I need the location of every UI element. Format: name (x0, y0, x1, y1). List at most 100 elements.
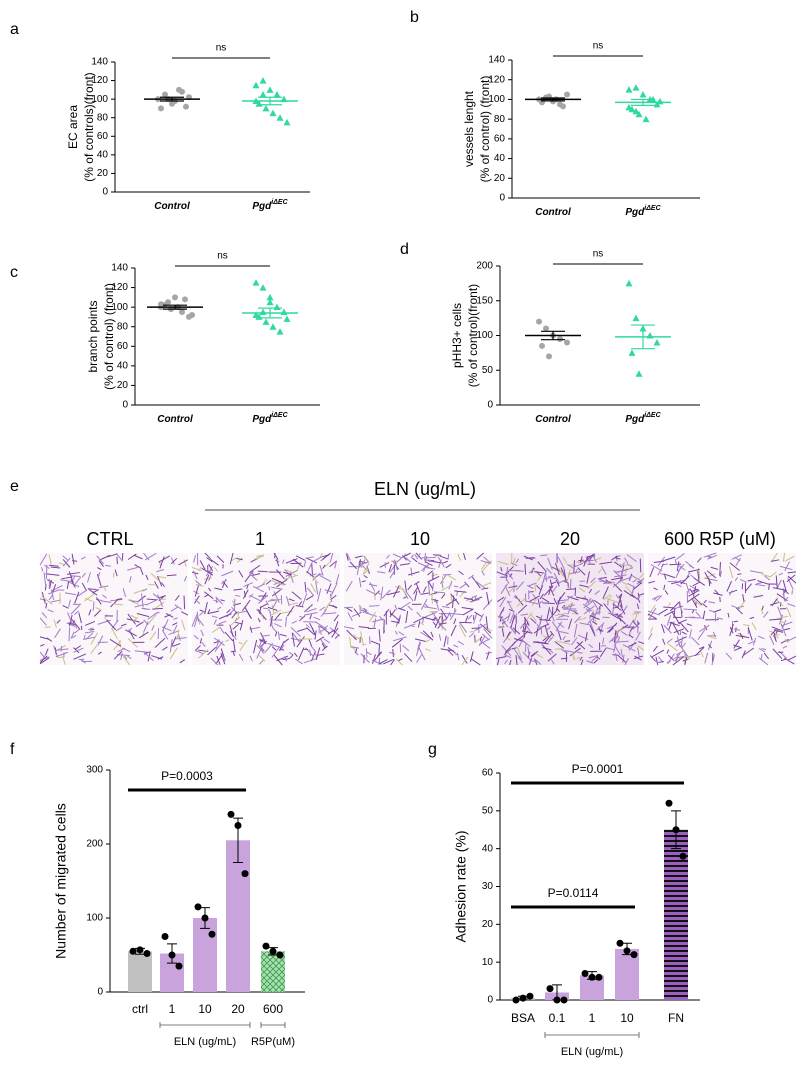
cell (608, 635, 616, 643)
cell (542, 602, 555, 605)
y-tick-label: 100 (476, 330, 493, 341)
cell (564, 650, 576, 653)
cell (97, 635, 104, 646)
cell (545, 572, 548, 582)
cell (390, 613, 400, 621)
cell (747, 627, 753, 641)
cell (62, 557, 71, 567)
cell (389, 570, 395, 579)
cell (214, 567, 218, 572)
cell (479, 613, 484, 622)
cell (323, 612, 337, 615)
cell (127, 637, 138, 648)
data-point (259, 77, 267, 84)
cell (587, 616, 596, 624)
cell (82, 636, 96, 640)
cell (741, 650, 746, 659)
y-axis-label: Number of migrated cells (53, 803, 69, 959)
cell (273, 591, 280, 603)
y-tick-label: 150 (476, 295, 493, 306)
data-point (679, 852, 687, 860)
cell (712, 631, 717, 638)
cell (582, 597, 587, 600)
cell (321, 642, 326, 649)
cell (313, 616, 321, 621)
cell (694, 647, 705, 657)
cell (586, 660, 594, 664)
cell (183, 595, 186, 610)
cell (456, 591, 458, 596)
cell (557, 601, 566, 605)
cell (441, 581, 444, 589)
cell (728, 566, 734, 579)
cell (772, 587, 786, 591)
cell (486, 651, 490, 660)
cell (199, 610, 205, 616)
cell (414, 590, 418, 601)
cell (319, 606, 326, 612)
cell (485, 626, 493, 632)
cell (103, 585, 107, 592)
cell (369, 605, 380, 607)
cell (59, 562, 65, 565)
cell (192, 570, 198, 580)
cell (329, 593, 333, 602)
cell (346, 552, 351, 561)
cell (470, 658, 481, 666)
cell (476, 552, 485, 560)
cell (615, 653, 618, 662)
cell (315, 581, 319, 595)
data-point (262, 942, 270, 950)
cell (638, 572, 645, 579)
cell (573, 562, 584, 568)
cell (249, 573, 258, 581)
cell (687, 593, 700, 603)
cell (650, 563, 663, 572)
cell (417, 553, 421, 558)
cell (464, 581, 470, 588)
cell (672, 656, 685, 666)
cell (771, 552, 778, 562)
micrograph (648, 553, 796, 665)
cell (54, 628, 61, 639)
cell (783, 657, 795, 665)
cell (273, 654, 283, 666)
cell (474, 623, 487, 632)
error-bar (160, 96, 184, 102)
y-tick-label: 120 (111, 282, 128, 293)
cell (728, 590, 733, 596)
cell (166, 574, 177, 577)
y-tick-label: 20 (97, 168, 109, 179)
cell (762, 574, 771, 578)
cell (290, 637, 302, 642)
cell (276, 578, 288, 588)
cell (499, 596, 507, 608)
cell (391, 620, 399, 624)
cell (773, 632, 777, 642)
cell (733, 644, 742, 649)
cell (441, 584, 452, 592)
cell (220, 652, 226, 661)
cell (637, 597, 641, 603)
cell (710, 566, 719, 570)
cell (681, 642, 686, 648)
cell (172, 622, 178, 626)
cell (693, 585, 697, 597)
cell (249, 626, 253, 633)
cell (675, 640, 683, 647)
cell (539, 593, 544, 600)
cell (520, 613, 529, 616)
cell (438, 622, 447, 625)
cell (100, 554, 111, 561)
cell (664, 574, 667, 580)
cell (506, 578, 510, 584)
cell (201, 641, 206, 647)
cell (369, 582, 376, 591)
cell (152, 593, 162, 600)
cell (674, 636, 687, 643)
cell (97, 572, 101, 579)
cell (549, 630, 555, 637)
cell (548, 585, 555, 596)
cell (420, 592, 430, 595)
cell (567, 595, 579, 601)
